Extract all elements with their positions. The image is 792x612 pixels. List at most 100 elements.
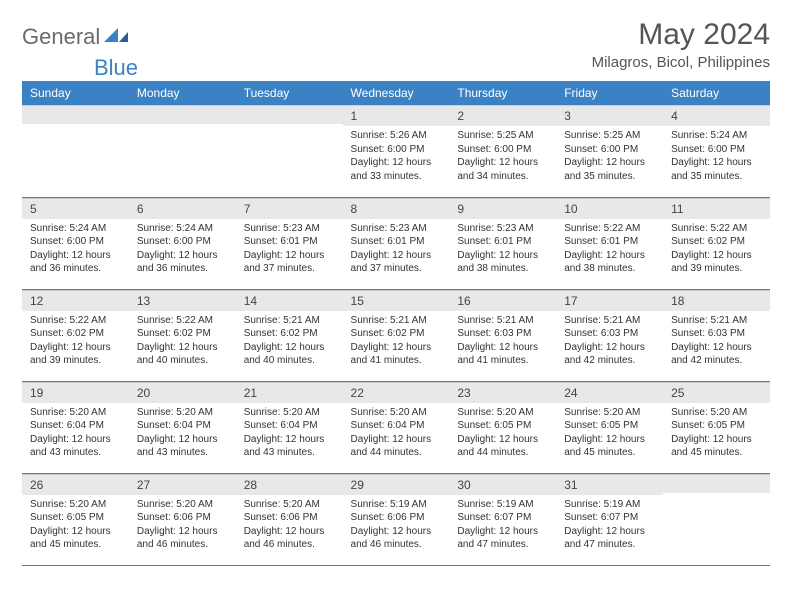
day-details: Sunrise: 5:21 AMSunset: 6:03 PMDaylight:… (449, 311, 556, 374)
day-number: 14 (236, 290, 343, 311)
day-number: 19 (22, 382, 129, 403)
day-cell: 20Sunrise: 5:20 AMSunset: 6:04 PMDayligh… (129, 381, 236, 473)
empty-day (22, 105, 129, 124)
day-cell: 25Sunrise: 5:20 AMSunset: 6:05 PMDayligh… (663, 381, 770, 473)
day-cell: 18Sunrise: 5:21 AMSunset: 6:03 PMDayligh… (663, 289, 770, 381)
day-number: 31 (556, 474, 663, 495)
day-cell (236, 105, 343, 197)
day-cell: 11Sunrise: 5:22 AMSunset: 6:02 PMDayligh… (663, 197, 770, 289)
calendar-week: 19Sunrise: 5:20 AMSunset: 6:04 PMDayligh… (22, 381, 770, 473)
day-cell: 15Sunrise: 5:21 AMSunset: 6:02 PMDayligh… (343, 289, 450, 381)
day-number: 20 (129, 382, 236, 403)
day-details: Sunrise: 5:19 AMSunset: 6:06 PMDaylight:… (343, 495, 450, 558)
day-details: Sunrise: 5:24 AMSunset: 6:00 PMDaylight:… (22, 219, 129, 282)
day-number: 6 (129, 198, 236, 219)
day-details: Sunrise: 5:20 AMSunset: 6:05 PMDaylight:… (556, 403, 663, 466)
day-cell: 29Sunrise: 5:19 AMSunset: 6:06 PMDayligh… (343, 473, 450, 565)
day-number: 2 (449, 105, 556, 126)
day-details: Sunrise: 5:19 AMSunset: 6:07 PMDaylight:… (556, 495, 663, 558)
day-cell: 31Sunrise: 5:19 AMSunset: 6:07 PMDayligh… (556, 473, 663, 565)
day-number: 7 (236, 198, 343, 219)
day-details: Sunrise: 5:23 AMSunset: 6:01 PMDaylight:… (449, 219, 556, 282)
day-number: 3 (556, 105, 663, 126)
day-details: Sunrise: 5:22 AMSunset: 6:02 PMDaylight:… (663, 219, 770, 282)
brand-part1: General (22, 24, 100, 50)
day-cell (129, 105, 236, 197)
location: Milagros, Bicol, Philippines (592, 54, 770, 71)
day-number: 18 (663, 290, 770, 311)
day-details: Sunrise: 5:22 AMSunset: 6:01 PMDaylight:… (556, 219, 663, 282)
day-number: 1 (343, 105, 450, 126)
day-number: 26 (22, 474, 129, 495)
day-number: 8 (343, 198, 450, 219)
day-details: Sunrise: 5:26 AMSunset: 6:00 PMDaylight:… (343, 126, 450, 189)
day-header: Saturday (663, 81, 770, 105)
day-number: 17 (556, 290, 663, 311)
calendar-table: SundayMondayTuesdayWednesdayThursdayFrid… (22, 81, 770, 566)
day-cell (22, 105, 129, 197)
day-cell: 30Sunrise: 5:19 AMSunset: 6:07 PMDayligh… (449, 473, 556, 565)
day-cell: 23Sunrise: 5:20 AMSunset: 6:05 PMDayligh… (449, 381, 556, 473)
day-details: Sunrise: 5:21 AMSunset: 6:03 PMDaylight:… (556, 311, 663, 374)
day-cell (663, 473, 770, 565)
day-number: 13 (129, 290, 236, 311)
day-number: 4 (663, 105, 770, 126)
day-cell: 21Sunrise: 5:20 AMSunset: 6:04 PMDayligh… (236, 381, 343, 473)
day-number: 24 (556, 382, 663, 403)
day-cell: 1Sunrise: 5:26 AMSunset: 6:00 PMDaylight… (343, 105, 450, 197)
day-number: 25 (663, 382, 770, 403)
day-details: Sunrise: 5:20 AMSunset: 6:06 PMDaylight:… (129, 495, 236, 558)
day-header: Tuesday (236, 81, 343, 105)
day-details: Sunrise: 5:20 AMSunset: 6:04 PMDaylight:… (343, 403, 450, 466)
day-number: 29 (343, 474, 450, 495)
day-details: Sunrise: 5:20 AMSunset: 6:05 PMDaylight:… (663, 403, 770, 466)
day-cell: 14Sunrise: 5:21 AMSunset: 6:02 PMDayligh… (236, 289, 343, 381)
day-details: Sunrise: 5:20 AMSunset: 6:06 PMDaylight:… (236, 495, 343, 558)
day-number: 22 (343, 382, 450, 403)
day-number: 11 (663, 198, 770, 219)
day-cell: 3Sunrise: 5:25 AMSunset: 6:00 PMDaylight… (556, 105, 663, 197)
day-cell: 7Sunrise: 5:23 AMSunset: 6:01 PMDaylight… (236, 197, 343, 289)
day-cell: 24Sunrise: 5:20 AMSunset: 6:05 PMDayligh… (556, 381, 663, 473)
day-number: 15 (343, 290, 450, 311)
day-cell: 27Sunrise: 5:20 AMSunset: 6:06 PMDayligh… (129, 473, 236, 565)
day-number: 9 (449, 198, 556, 219)
day-details: Sunrise: 5:21 AMSunset: 6:02 PMDaylight:… (236, 311, 343, 374)
day-cell: 19Sunrise: 5:20 AMSunset: 6:04 PMDayligh… (22, 381, 129, 473)
day-number: 28 (236, 474, 343, 495)
day-cell: 17Sunrise: 5:21 AMSunset: 6:03 PMDayligh… (556, 289, 663, 381)
day-details: Sunrise: 5:21 AMSunset: 6:03 PMDaylight:… (663, 311, 770, 374)
day-details: Sunrise: 5:24 AMSunset: 6:00 PMDaylight:… (663, 126, 770, 189)
day-details: Sunrise: 5:20 AMSunset: 6:05 PMDaylight:… (22, 495, 129, 558)
day-header: Wednesday (343, 81, 450, 105)
day-number: 12 (22, 290, 129, 311)
day-cell: 13Sunrise: 5:22 AMSunset: 6:02 PMDayligh… (129, 289, 236, 381)
month-title: May 2024 (592, 18, 770, 52)
day-details: Sunrise: 5:25 AMSunset: 6:00 PMDaylight:… (556, 126, 663, 189)
day-details: Sunrise: 5:20 AMSunset: 6:05 PMDaylight:… (449, 403, 556, 466)
day-number: 5 (22, 198, 129, 219)
day-number: 10 (556, 198, 663, 219)
day-details: Sunrise: 5:20 AMSunset: 6:04 PMDaylight:… (22, 403, 129, 466)
day-cell: 28Sunrise: 5:20 AMSunset: 6:06 PMDayligh… (236, 473, 343, 565)
day-header-row: SundayMondayTuesdayWednesdayThursdayFrid… (22, 81, 770, 105)
day-number: 30 (449, 474, 556, 495)
day-cell: 8Sunrise: 5:23 AMSunset: 6:01 PMDaylight… (343, 197, 450, 289)
brand-logo: General (22, 18, 132, 50)
day-details: Sunrise: 5:19 AMSunset: 6:07 PMDaylight:… (449, 495, 556, 558)
brand-icon (104, 26, 130, 49)
calendar-week: 12Sunrise: 5:22 AMSunset: 6:02 PMDayligh… (22, 289, 770, 381)
day-details: Sunrise: 5:22 AMSunset: 6:02 PMDaylight:… (129, 311, 236, 374)
day-details: Sunrise: 5:23 AMSunset: 6:01 PMDaylight:… (236, 219, 343, 282)
day-cell: 5Sunrise: 5:24 AMSunset: 6:00 PMDaylight… (22, 197, 129, 289)
day-cell: 9Sunrise: 5:23 AMSunset: 6:01 PMDaylight… (449, 197, 556, 289)
day-number: 21 (236, 382, 343, 403)
day-number: 16 (449, 290, 556, 311)
empty-day (236, 105, 343, 124)
calendar-week: 26Sunrise: 5:20 AMSunset: 6:05 PMDayligh… (22, 473, 770, 565)
day-number: 27 (129, 474, 236, 495)
day-cell: 26Sunrise: 5:20 AMSunset: 6:05 PMDayligh… (22, 473, 129, 565)
day-cell: 4Sunrise: 5:24 AMSunset: 6:00 PMDaylight… (663, 105, 770, 197)
day-header: Sunday (22, 81, 129, 105)
day-number: 23 (449, 382, 556, 403)
